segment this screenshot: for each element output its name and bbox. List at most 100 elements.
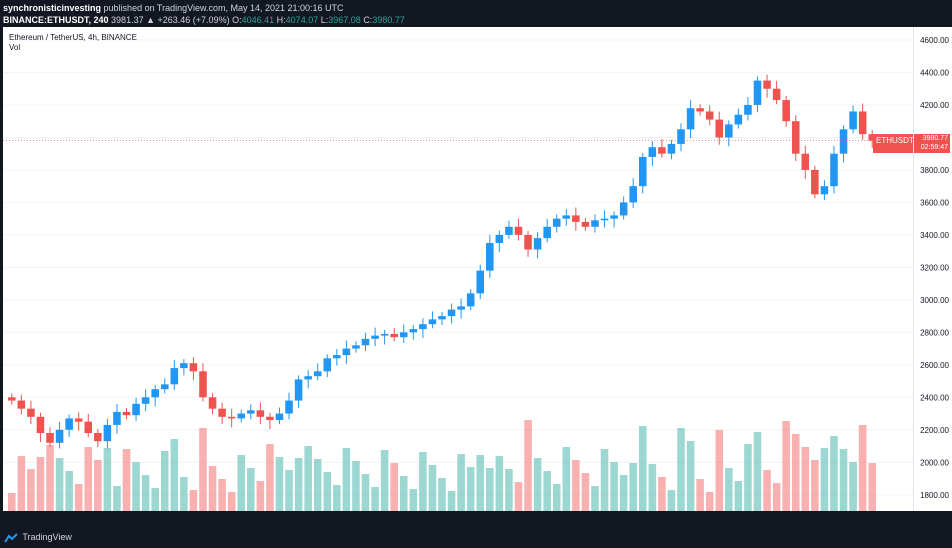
volume-bar [524, 420, 532, 511]
x-tick-label: May [439, 512, 454, 521]
volume-bar [505, 469, 513, 511]
candle-body [524, 234, 532, 250]
candle-body [141, 397, 150, 404]
volume-bar [17, 456, 26, 511]
candle-body [399, 332, 408, 338]
symbol-label: BINANCE:ETHUSDT, 240 [3, 15, 109, 25]
candle-body [46, 433, 54, 443]
candle-body [543, 226, 551, 239]
candle-body [333, 355, 341, 359]
volume-bar [572, 460, 580, 511]
candle-body [772, 88, 781, 101]
candle-body [486, 243, 494, 271]
grid [3, 39, 913, 496]
candle-body [275, 413, 284, 421]
volume-bar [428, 465, 437, 511]
volume-bar [858, 425, 867, 511]
volume-bar [371, 487, 379, 511]
volume-bar [543, 471, 551, 511]
volume-bar [772, 483, 781, 511]
candle-body [447, 309, 456, 317]
y-tick-label: 4400.00 [920, 68, 949, 77]
candle-body [466, 293, 475, 307]
chart-canvas: 4600.004400.004200.004000.003800.003600.… [3, 36, 950, 521]
ohlc-line: BINANCE:ETHUSDT, 240 3981.37 ▲ +263.46 (… [3, 15, 405, 25]
volume-bar [170, 439, 179, 511]
y-tick-label: 2400.00 [920, 393, 949, 402]
volume-bar [342, 448, 351, 511]
low-label: L: [320, 15, 329, 25]
volume-bar [581, 473, 590, 511]
y-tick-label: 4600.00 [920, 36, 949, 45]
volume-bar [227, 492, 236, 511]
volume-bar [84, 447, 93, 511]
volume-bar [600, 449, 609, 511]
x-tick-label: 12 [828, 512, 837, 521]
candle-body [677, 129, 685, 144]
tradingview-logo[interactable]: TradingView [4, 532, 72, 543]
x-axis-labels: 19 21 23 26 28 May 3 5 7 10 12 14 1 [63, 512, 941, 521]
candle-countdown: 02:59:47 [920, 144, 948, 151]
y-tick-label: 3800.00 [920, 166, 949, 175]
candle-body [638, 156, 647, 187]
volume-bar [839, 449, 848, 511]
brand-text: TradingView [22, 532, 72, 542]
volume-bar [122, 449, 131, 511]
y-tick-label: 1800.00 [920, 491, 949, 500]
candle-body [113, 411, 121, 425]
volume-bar [629, 463, 637, 511]
volume-bar [830, 436, 838, 511]
volume-bar [476, 455, 485, 511]
candle-body [476, 270, 485, 294]
candle-body [715, 119, 724, 138]
volume-bar [390, 463, 398, 511]
candle-body [361, 338, 370, 346]
volume-bar [495, 456, 504, 511]
candle-body [151, 389, 159, 398]
volume-bar [705, 492, 714, 511]
volume-bar [333, 485, 341, 511]
chart-pane[interactable] [3, 27, 913, 511]
candle-body [849, 111, 857, 130]
volume-bar [648, 464, 657, 511]
candle-body [74, 418, 83, 422]
candle-body [390, 333, 398, 338]
axis-price-value: 3980.77 [922, 135, 948, 142]
x-tick-label: 3 [518, 512, 523, 521]
candle-body [103, 424, 112, 442]
last-price: 3981.37 [111, 15, 144, 25]
candle-body [27, 408, 35, 417]
price-axis[interactable] [913, 27, 952, 511]
candle-body [629, 186, 637, 203]
series-title: Ethereum / TetherUS, 4h, BINANCE [9, 33, 137, 42]
candle-body [247, 410, 255, 414]
volume-bar [8, 493, 16, 511]
author-name[interactable]: synchronisticinvesting [3, 3, 102, 13]
candle-body [791, 121, 800, 154]
publish-header: synchronisticinvesting published on Trad… [0, 0, 952, 27]
candle-body [419, 324, 427, 330]
volume-bar [466, 467, 475, 511]
candle-body [170, 368, 179, 385]
open-label: O: [232, 15, 242, 25]
volume-bar [361, 474, 370, 511]
volume-bar [103, 448, 112, 511]
candle-body [36, 416, 45, 434]
candle-body [811, 169, 819, 195]
y-axis-labels: 4600.004400.004200.004000.003800.003600.… [920, 36, 949, 500]
y-tick-label: 4200.00 [920, 101, 949, 110]
symbol-price-tag: ETHUSDT [873, 134, 914, 153]
candle-body [648, 147, 657, 157]
y-tick-label: 2600.00 [920, 361, 949, 370]
candle-body [725, 124, 733, 138]
volume-bar [256, 481, 265, 511]
candle-body [371, 335, 379, 339]
volume-bar [658, 477, 666, 511]
candle-body [744, 104, 752, 115]
low-value: 3967.08 [328, 15, 361, 25]
candle-body [256, 410, 265, 417]
volume-bar [419, 452, 427, 511]
volume-bar [591, 486, 599, 511]
volume-bar [218, 479, 226, 511]
